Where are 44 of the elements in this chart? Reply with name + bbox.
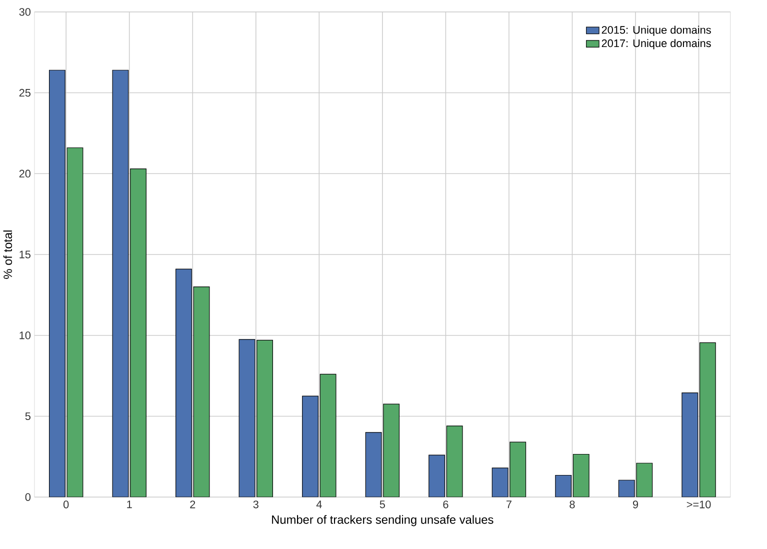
bar — [510, 442, 526, 498]
y-axis-title: % of total — [3, 230, 12, 279]
bar — [302, 396, 318, 498]
legend-label: 2015: Unique domains — [602, 26, 711, 36]
x-tick-label: >=10 — [686, 500, 711, 508]
bar — [256, 340, 273, 498]
bar — [682, 392, 698, 498]
bar — [446, 426, 463, 498]
bar — [383, 404, 400, 498]
bar — [365, 432, 382, 498]
y-tick-label: 15 — [20, 250, 30, 258]
bar — [48, 70, 66, 498]
x-tick-label: 9 — [632, 500, 638, 508]
y-tick-label: 25 — [19, 89, 30, 97]
x-tick-label: 4 — [316, 500, 322, 508]
x-tick-label: 7 — [506, 500, 512, 508]
bar — [555, 475, 572, 498]
bar — [699, 342, 716, 498]
y-tick-label: 20 — [19, 170, 31, 178]
x-tick-label: 8 — [570, 500, 575, 508]
bar — [112, 70, 129, 498]
x-tick-label: 2 — [190, 500, 196, 508]
bar — [176, 268, 192, 498]
bar — [193, 286, 210, 498]
bar — [320, 374, 336, 498]
y-tick-label: 0 — [25, 493, 31, 502]
x-tick-label: 0 — [63, 500, 69, 508]
x-tick-label: 5 — [380, 500, 385, 508]
bar — [130, 168, 146, 498]
bar — [238, 339, 256, 498]
x-axis-title: Number of trackers sending unsafe values — [272, 515, 494, 526]
bar — [618, 480, 635, 498]
legend-label: 2017: Unique domains — [602, 39, 711, 50]
y-tick-label: 5 — [25, 412, 30, 420]
x-tick-label: 6 — [443, 500, 448, 508]
bar — [636, 462, 653, 498]
bar — [66, 148, 84, 498]
bar — [572, 454, 590, 498]
bar — [492, 468, 508, 498]
bar — [428, 454, 446, 498]
x-tick-label: 3 — [253, 500, 258, 508]
y-tick-label: 10 — [20, 332, 31, 340]
x-tick-label: 1 — [127, 500, 132, 508]
y-tick-label: 30 — [19, 8, 31, 16]
